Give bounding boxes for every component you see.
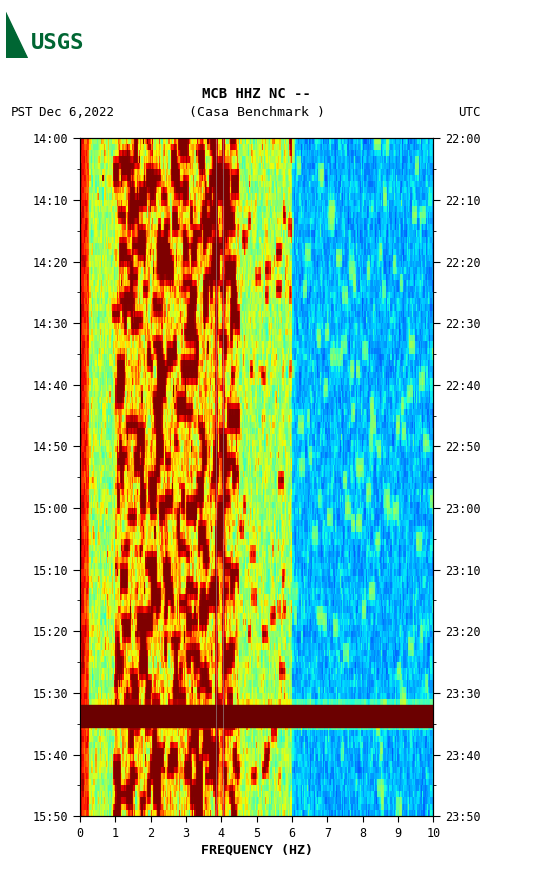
- Bar: [80, 706, 433, 727]
- Text: Dec 6,2022: Dec 6,2022: [39, 105, 114, 119]
- Text: (Casa Benchmark ): (Casa Benchmark ): [189, 105, 325, 119]
- Polygon shape: [6, 12, 28, 58]
- Text: PST: PST: [11, 105, 34, 119]
- X-axis label: FREQUENCY (HZ): FREQUENCY (HZ): [201, 844, 312, 856]
- Text: MCB HHZ NC --: MCB HHZ NC --: [202, 87, 311, 101]
- Text: UTC: UTC: [458, 105, 481, 119]
- Text: USGS: USGS: [31, 33, 85, 54]
